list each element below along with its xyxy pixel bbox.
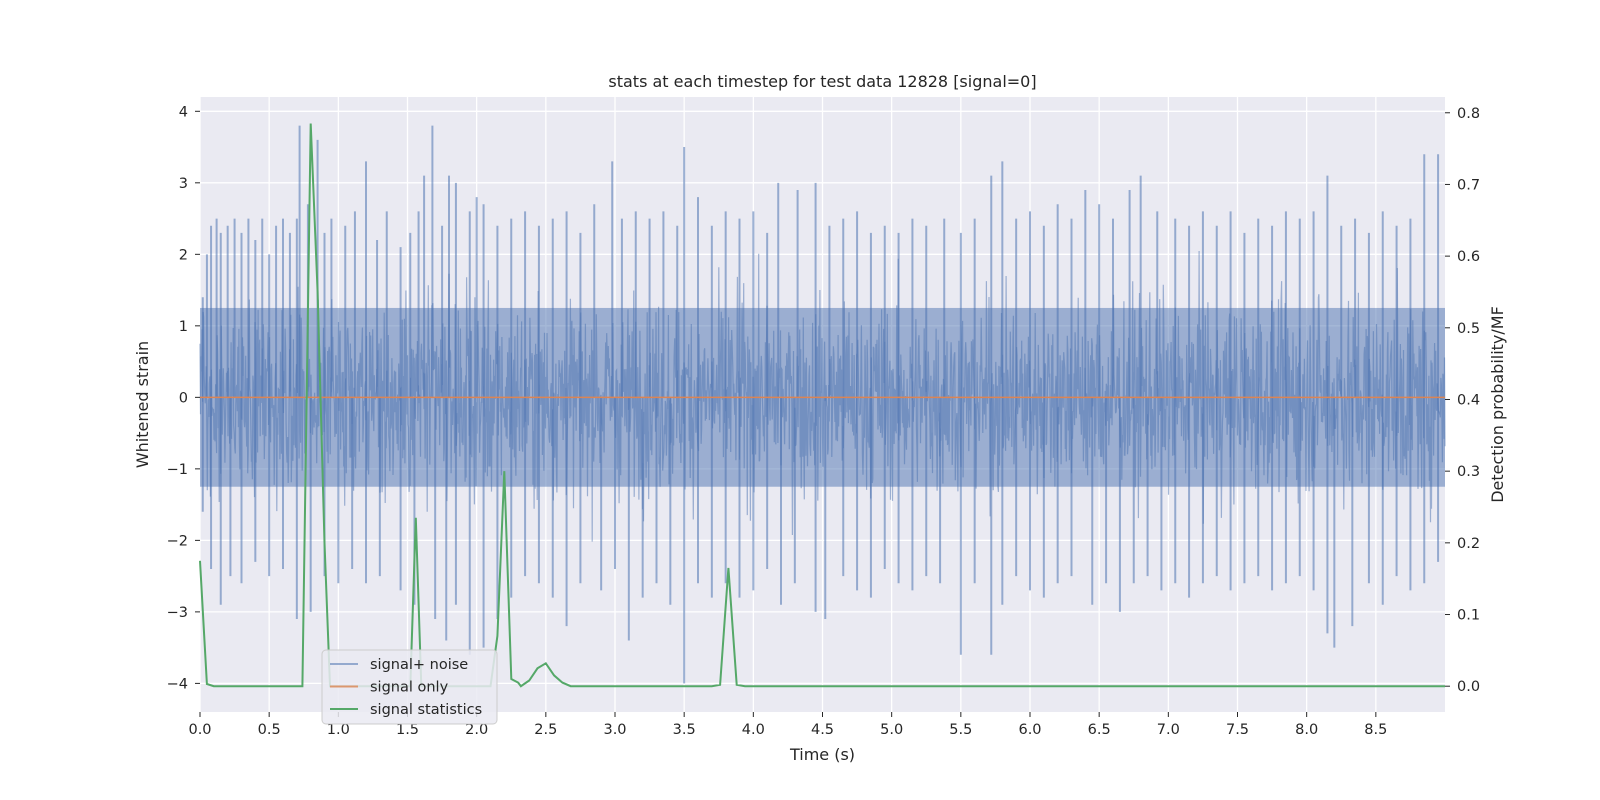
y-tick-label: 1: [179, 319, 188, 335]
y2-tick-label: 0.4: [1457, 392, 1480, 408]
y-tick-label: −4: [167, 676, 188, 692]
x-axis-label: Time (s): [789, 745, 855, 764]
y2-tick-label: 0.0: [1457, 679, 1480, 695]
y2-tick-label: 0.8: [1457, 106, 1480, 122]
legend-label-signal-statistics: signal statistics: [370, 702, 482, 718]
legend-box: [321, 649, 498, 725]
y-tick-label: 3: [179, 176, 188, 192]
x-tick-label: 8.5: [1364, 722, 1387, 738]
x-tick-label: 4.0: [742, 722, 765, 738]
y-tick-label: 2: [179, 247, 188, 263]
x-tick-label: 0.0: [188, 722, 211, 738]
x-tick-label: 4.5: [811, 722, 834, 738]
y-tick-label: 4: [179, 104, 188, 120]
x-tick-label: 7.5: [1226, 722, 1249, 738]
x-tick-label: 6.0: [1018, 722, 1041, 738]
y2-axis-label: Detection probability/MF: [1488, 306, 1507, 503]
x-tick-label: 2.0: [465, 722, 488, 738]
legend-label-signal-only: signal only: [370, 680, 449, 696]
y2-tick-label: 0.5: [1457, 321, 1480, 337]
y2-tick-label: 0.3: [1457, 464, 1480, 480]
y2-tick-label: 0.2: [1457, 536, 1480, 552]
x-tick-label: 5.0: [880, 722, 903, 738]
x-tick-label: 1.0: [327, 722, 350, 738]
x-tick-label: 6.5: [1088, 722, 1111, 738]
x-tick-label: 2.5: [534, 722, 557, 738]
y-tick-label: −2: [167, 533, 188, 549]
x-tick-label: 0.5: [258, 722, 281, 738]
x-tick-label: 3.0: [603, 722, 626, 738]
legend: signal+ noise signal only signal statist…: [321, 649, 498, 725]
y2-tick-label: 0.6: [1457, 249, 1480, 265]
x-tick-label: 8.0: [1295, 722, 1318, 738]
y-tick-label: −1: [167, 462, 188, 478]
y-tick-label: 0: [179, 390, 188, 406]
x-tick-label: 1.5: [396, 722, 419, 738]
y-tick-label: −3: [167, 605, 188, 621]
legend-label-signal-noise: signal+ noise: [370, 657, 468, 673]
y-axis-label: Whitened strain: [133, 341, 152, 468]
y2-tick-label: 0.7: [1457, 177, 1480, 193]
x-tick-label: 7.0: [1157, 722, 1180, 738]
x-tick-label: 3.5: [673, 722, 696, 738]
axes: 0.0 0.5 1.0 1.5 2.0 2.5 3.0 3.5 4.0 4.5 5.0 5.5 6.0 6…: [167, 104, 1480, 738]
y2-tick-label: 0.1: [1457, 608, 1480, 624]
chart-title: stats at each timestep for test data 128…: [608, 72, 1036, 91]
x-tick-label: 5.5: [949, 722, 972, 738]
